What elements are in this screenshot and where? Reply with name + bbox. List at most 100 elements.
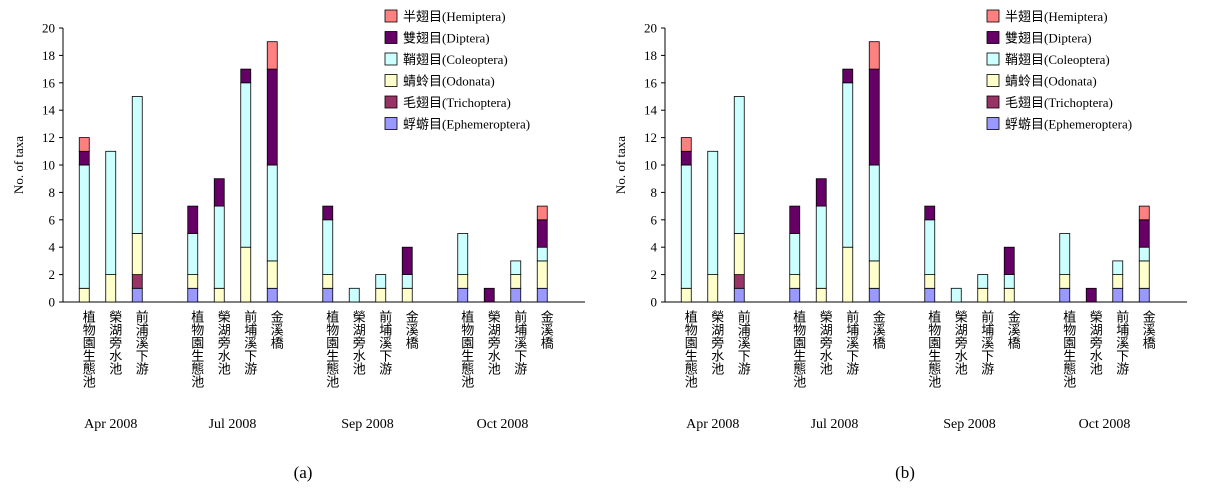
bar-segment	[789, 287, 801, 303]
bar-segment	[240, 246, 252, 303]
bar-segment	[924, 274, 936, 289]
y-tick-label: 14	[42, 103, 56, 118]
bar-segment	[1138, 246, 1150, 262]
bar-segment	[977, 287, 989, 303]
legend-label: 鞘翅目(Coleoptera)	[1005, 52, 1110, 67]
bar-segment	[842, 246, 854, 303]
x-category-label: 金溪橋	[404, 309, 419, 350]
bar-segment	[868, 260, 880, 289]
x-category-label: 金溪橋	[871, 309, 886, 350]
bar-segment	[1059, 274, 1071, 289]
bar-segment	[266, 287, 278, 303]
x-category-label: 榮湖旁水池	[1088, 310, 1103, 375]
x-group-label: Oct 2008	[477, 417, 529, 432]
x-category-label: 金溪橋	[1006, 309, 1021, 350]
bar-segment	[815, 287, 827, 303]
y-tick-label: 20	[644, 21, 657, 36]
bar-segment	[401, 274, 413, 289]
bar-segment	[1138, 219, 1150, 248]
bar-segment	[815, 205, 827, 289]
bar-segment	[1138, 260, 1150, 289]
bar-segment	[213, 205, 225, 289]
bar-segment	[842, 68, 854, 84]
y-tick-label: 18	[644, 48, 657, 63]
y-tick-label: 0	[49, 295, 56, 310]
legend-swatch	[384, 31, 398, 44]
bar-segment	[375, 274, 387, 289]
legend-swatch	[384, 52, 398, 66]
bar-segment	[680, 150, 692, 166]
y-tick-label: 6	[49, 212, 56, 227]
bar-segment	[78, 287, 90, 303]
bar-segment	[322, 287, 334, 303]
legend-label: 毛翅目(Trichoptera)	[1005, 95, 1113, 110]
bar-segment	[187, 233, 199, 275]
bar-segment	[266, 41, 278, 70]
x-category-label: 植物園生態池	[459, 310, 474, 388]
x-group-label: Sep 2008	[341, 417, 394, 432]
y-tick-label: 2	[49, 267, 56, 282]
bar-segment	[1112, 260, 1124, 275]
x-category-label: 榮湖旁水池	[709, 310, 724, 375]
bar-segment	[707, 150, 719, 276]
bar-segment	[733, 274, 745, 289]
legend-swatch	[384, 95, 398, 109]
x-group-label: Jul 2008	[811, 417, 859, 432]
x-category-label: 榮湖旁水池	[953, 310, 968, 375]
bar-segment	[924, 205, 936, 221]
bar-segment	[733, 96, 745, 234]
x-category-label: 植物園生態池	[683, 310, 698, 388]
bar-segment	[536, 260, 548, 289]
bar-segment	[815, 178, 827, 207]
bar-segment	[266, 68, 278, 166]
y-axis-label: No. of taxa	[613, 136, 628, 194]
bar-segment	[105, 150, 117, 276]
bar-segment	[1003, 246, 1015, 275]
x-category-label: 榮湖旁水池	[818, 310, 833, 375]
bar-segment	[1059, 287, 1071, 303]
bar-segment	[924, 287, 936, 303]
x-category-label: 前埔溪下游	[512, 309, 527, 375]
bar-segment	[1138, 205, 1150, 221]
bar-segment	[131, 274, 143, 289]
legend-label: 蜉蝣目(Ephemeroptera)	[1005, 117, 1132, 132]
bar-segment	[457, 233, 469, 275]
bar-segment	[213, 178, 225, 207]
bar-segment	[322, 274, 334, 289]
bar-segment	[457, 287, 469, 303]
bar-segment	[1138, 287, 1150, 303]
y-tick-label: 12	[644, 130, 657, 145]
y-tick-label: 6	[651, 212, 658, 227]
bar-segment	[78, 150, 90, 166]
legend-label: 蜻蛉目(Odonata)	[1005, 74, 1097, 89]
bar-segment	[187, 205, 199, 234]
chart-b: No. of taxa02468101214161820植物園生態池 榮湖旁水池前…	[613, 9, 1187, 482]
x-category-label: 前埔溪下游	[242, 309, 257, 375]
bar-segment	[868, 287, 880, 303]
bar-segment	[733, 233, 745, 275]
x-category-label: 前浦溪下游	[736, 309, 751, 375]
x-group-label: Oct 2008	[1079, 417, 1131, 432]
legend-label: 蜉蝣目(Ephemeroptera)	[403, 117, 530, 132]
figure-caption: (a)	[294, 463, 313, 482]
bar-segment	[78, 164, 90, 289]
legend-label: 半翅目(Hemiptera)	[403, 9, 506, 24]
x-category-label: 前埔溪下游	[979, 309, 994, 375]
legend-label: 毛翅目(Trichoptera)	[403, 95, 511, 110]
y-tick-label: 10	[42, 158, 55, 173]
x-category-label: 榮湖旁水池	[486, 310, 501, 375]
figure-caption: (b)	[895, 463, 915, 482]
y-tick-label: 20	[42, 21, 55, 36]
bar-segment	[868, 68, 880, 166]
bar-segment	[977, 274, 989, 289]
legend-swatch	[986, 9, 1000, 23]
x-category-label: 前浦溪下游	[134, 309, 149, 375]
x-group-label: Apr 2008	[686, 417, 739, 432]
bar-segment	[1085, 287, 1097, 303]
y-tick-label: 12	[42, 130, 55, 145]
x-group-label: Sep 2008	[943, 417, 996, 432]
bar-segment	[950, 287, 962, 303]
x-category-label: 植物園生態池	[324, 310, 339, 388]
bar-segment	[924, 219, 936, 276]
